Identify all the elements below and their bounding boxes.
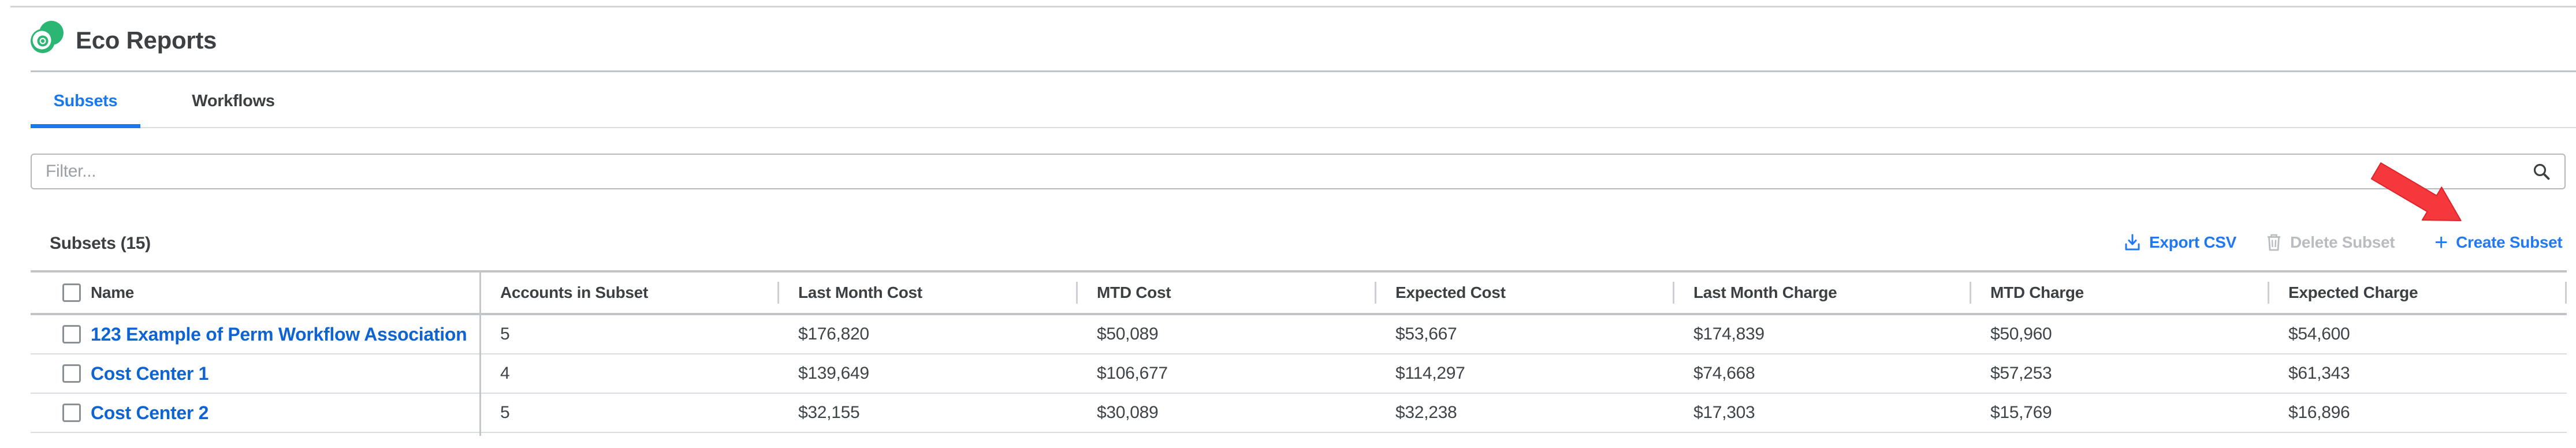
subset-name-link[interactable]: 123 Example of Perm Workflow Association [91, 323, 467, 345]
search-icon[interactable] [2533, 163, 2551, 181]
accounts-cell: 5 [500, 324, 510, 344]
subset-name-link[interactable]: Cost Center 1 [91, 363, 209, 384]
create-subset-label: Create Subset [2456, 233, 2563, 251]
delete-subset-button[interactable]: Delete Subset [2265, 231, 2395, 254]
accounts-cell: 4 [500, 364, 510, 383]
header-divider [31, 70, 2576, 72]
name-column-divider [479, 270, 481, 436]
last-month-cost-cell: $176,820 [798, 324, 869, 344]
export-csv-label: Export CSV [2149, 233, 2237, 251]
subset-name-link[interactable]: Cost Center 2 [91, 402, 209, 423]
table-row: Cost Center 1 4 $139,649 $106,677 $114,2… [31, 354, 2567, 394]
download-icon [2123, 233, 2142, 252]
expected-charge-cell: $54,600 [2288, 324, 2350, 344]
column-header-expected-charge[interactable]: Expected Charge [2268, 272, 2567, 313]
page-title: Eco Reports [76, 27, 217, 54]
mtd-cost-cell: $30,089 [1097, 403, 1159, 422]
row-checkbox[interactable] [62, 364, 81, 383]
eco-logo-icon [31, 21, 64, 53]
last-month-cost-cell: $32,155 [798, 403, 860, 422]
column-header-name[interactable]: Name [91, 283, 135, 301]
expected-charge-cell: $61,343 [2288, 364, 2350, 383]
plus-icon: + [2434, 230, 2448, 255]
tab-workflows[interactable]: Workflows [192, 92, 275, 110]
accounts-cell: 5 [500, 403, 510, 422]
filter-bar [31, 154, 2566, 189]
table-row: Cost Center 2 5 $32,155 $30,089 $32,238 … [31, 394, 2567, 433]
last-month-cost-cell: $139,649 [798, 364, 869, 383]
column-header-expected-cost[interactable]: Expected Cost [1375, 272, 1673, 313]
create-subset-button[interactable]: + Create Subset [2434, 230, 2563, 255]
last-month-charge-cell: $74,668 [1693, 364, 1755, 383]
mtd-charge-cell: $50,960 [1990, 324, 2052, 344]
top-divider [10, 6, 2576, 8]
column-header-mtd-charge[interactable]: MTD Charge [1970, 272, 2268, 313]
row-checkbox[interactable] [62, 325, 81, 344]
export-csv-button[interactable]: Export CSV [2123, 231, 2236, 254]
tab-divider [31, 127, 2576, 128]
last-month-charge-cell: $17,303 [1693, 403, 1755, 422]
column-header-mtd-cost[interactable]: MTD Cost [1076, 272, 1375, 313]
subsets-count-heading: Subsets (15) [50, 234, 151, 253]
mtd-cost-cell: $50,089 [1097, 324, 1159, 344]
expected-cost-cell: $114,297 [1395, 364, 1465, 383]
filter-input[interactable] [31, 154, 2566, 189]
expected-cost-cell: $32,238 [1395, 403, 1457, 422]
mtd-charge-cell: $15,769 [1990, 403, 2052, 422]
mtd-charge-cell: $57,253 [1990, 364, 2052, 383]
column-header-last-month-cost[interactable]: Last Month Cost [777, 272, 1076, 313]
column-header-accounts[interactable]: Accounts in Subset [479, 272, 777, 313]
expected-cost-cell: $53,667 [1395, 324, 1457, 344]
trash-icon [2265, 233, 2283, 252]
tab-bar: Subsets Workflows [31, 91, 296, 127]
row-checkbox[interactable] [62, 404, 81, 422]
table-row: 123 Example of Perm Workflow Association… [31, 315, 2567, 354]
last-month-charge-cell: $174,839 [1693, 324, 1765, 344]
table-header-row: Name Accounts in Subset Last Month Cost … [31, 270, 2567, 315]
tab-subsets[interactable]: Subsets [53, 92, 118, 110]
column-header-last-month-charge[interactable]: Last Month Charge [1673, 272, 1970, 313]
delete-subset-label: Delete Subset [2290, 233, 2395, 251]
active-tab-indicator [31, 124, 140, 128]
select-all-checkbox[interactable] [62, 283, 81, 302]
subsets-table: Name Accounts in Subset Last Month Cost … [31, 270, 2567, 433]
expected-charge-cell: $16,896 [2288, 403, 2350, 422]
mtd-cost-cell: $106,677 [1097, 364, 1168, 383]
